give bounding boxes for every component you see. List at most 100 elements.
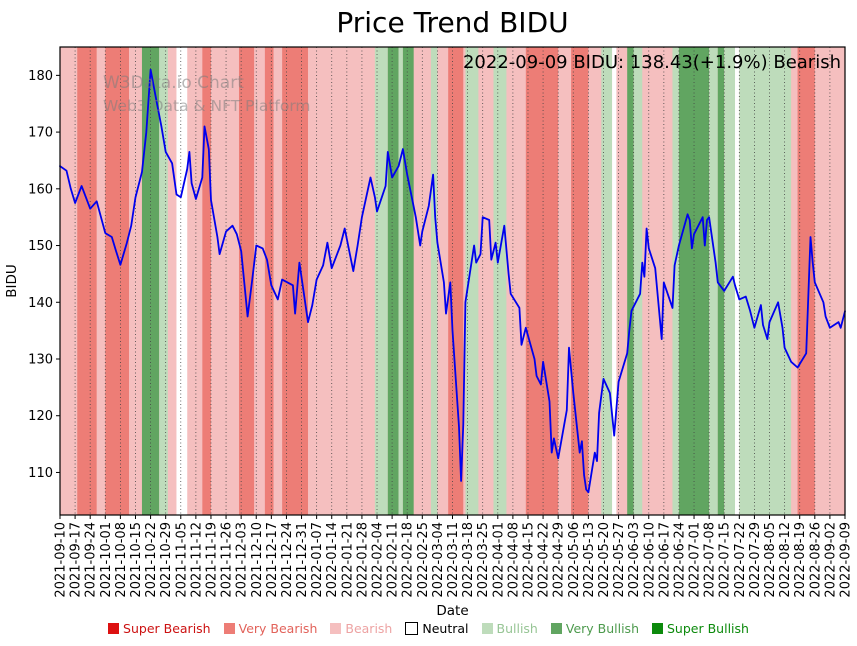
legend-swatch-icon: [330, 623, 342, 634]
band-very-bearish: [525, 47, 559, 515]
legend-item-neutral: Neutral: [405, 621, 469, 636]
x-tick-label: 2022-07-15: [718, 522, 733, 598]
band-bullish: [672, 47, 679, 515]
annotation-label: 2022-09-09 BIDU: 138.43(+1.9%) Bearish: [462, 52, 841, 73]
legend-item-bearish: Bearish: [330, 621, 392, 636]
x-tick-label: 2022-02-25: [416, 522, 431, 598]
x-tick-label: 2022-08-05: [763, 522, 778, 598]
x-tick-label: 2022-02-11: [386, 522, 401, 598]
x-tick-label: 2021-12-03: [235, 522, 250, 598]
legend-label: Very Bearish: [238, 621, 318, 636]
band-bullish: [398, 47, 403, 515]
x-tick-label: 2022-05-27: [612, 522, 627, 598]
band-very-bearish: [202, 47, 211, 515]
x-tick-label: 2022-01-07: [310, 522, 325, 598]
band-neutral: [176, 47, 188, 515]
x-tick-label: 2021-11-12: [189, 522, 204, 598]
band-very-bearish: [105, 47, 130, 515]
band-very-bullish: [402, 47, 414, 515]
y-tick-label: 130: [28, 353, 53, 368]
band-bullish: [739, 47, 792, 515]
x-tick-label: 2022-06-17: [657, 522, 672, 598]
legend-label: Bearish: [345, 621, 393, 636]
x-tick-label: 2022-03-04: [431, 522, 446, 598]
legend-item-super-bullish: Super Bullish: [652, 621, 749, 636]
legend-label: Super Bullish: [667, 621, 749, 636]
band-very-bullish: [627, 47, 634, 515]
chart-title: Price Trend BIDU: [336, 6, 569, 39]
band-bullish: [465, 47, 479, 515]
legend: Super Bearish Very Bearish Bearish Neutral B…: [0, 621, 857, 636]
legend-label: Bullish: [496, 621, 538, 636]
band-bullish: [633, 47, 643, 515]
x-axis-label: Date: [436, 603, 468, 619]
x-tick-label: 2022-03-11: [446, 522, 461, 598]
x-tick-label: 2021-10-08: [114, 522, 129, 598]
x-tick-label: 2021-09-10: [54, 522, 69, 598]
x-tick-label: 2021-10-15: [129, 522, 144, 598]
legend-item-very-bullish: Very Bullish: [550, 621, 639, 636]
x-tick-label: 2021-10-01: [99, 522, 114, 598]
band-very-bullish: [717, 47, 725, 515]
y-tick-label: 180: [28, 69, 53, 84]
x-tick-label: 2022-05-13: [582, 522, 597, 598]
band-neutral: [735, 47, 740, 515]
x-tick-label: 2022-05-20: [597, 522, 612, 598]
band-very-bearish: [77, 47, 97, 515]
x-tick-label: 2022-04-15: [521, 522, 536, 598]
x-tick-label: 2022-03-25: [476, 522, 491, 598]
watermark-line1: W3Data.io Chart: [103, 73, 244, 93]
x-tick-label: 2022-05-06: [567, 522, 582, 598]
x-tick-label: 2021-12-24: [280, 522, 295, 598]
legend-item-bullish: Bullish: [481, 621, 538, 636]
x-tick-label: 2022-08-19: [793, 522, 808, 598]
price-line: [59, 68, 846, 494]
x-tick-label: 2022-02-18: [401, 522, 416, 598]
x-tick-label: 2021-09-17: [69, 522, 84, 598]
legend-item-super-bearish: Super Bearish: [108, 621, 211, 636]
y-tick-label: 140: [28, 296, 53, 311]
band-very-bearish: [448, 47, 464, 515]
x-tick-label: 2022-07-22: [733, 522, 748, 598]
x-tick-label: 2022-07-29: [748, 522, 763, 598]
band-very-bearish: [238, 47, 255, 515]
legend-swatch-icon: [550, 623, 562, 634]
band-neutral: [612, 47, 617, 515]
band-bullish: [601, 47, 613, 515]
legend-swatch-icon: [223, 623, 235, 634]
y-tick-label: 110: [28, 466, 53, 481]
x-tick-label: 2021-11-26: [220, 522, 235, 598]
band-very-bullish: [141, 47, 160, 515]
x-tick-label: 2022-08-26: [808, 522, 823, 598]
x-tick-label: 2022-08-12: [778, 522, 793, 598]
legend-label: Very Bullish: [565, 621, 639, 636]
x-tick-label: 2022-01-14: [325, 522, 340, 598]
legend-swatch-icon: [481, 623, 493, 634]
x-tick-label: 2022-01-21: [340, 522, 355, 598]
x-tick-label: 2022-07-08: [703, 522, 718, 598]
band-bullish: [159, 47, 168, 515]
x-tick-label: 2021-11-05: [174, 522, 189, 598]
x-tick-label: 2022-07-01: [688, 522, 703, 598]
x-tick-label: 2021-09-24: [84, 522, 99, 598]
x-tick-label: 2022-04-29: [552, 522, 567, 598]
legend-swatch-icon: [108, 623, 120, 634]
x-tick-label: 2022-04-22: [537, 522, 552, 598]
x-tick-label: 2022-06-03: [627, 522, 642, 598]
y-tick-label: 150: [28, 239, 53, 254]
y-tick-label: 120: [28, 409, 53, 424]
x-tick-label: 2022-06-10: [642, 522, 657, 598]
x-tick-label: 2022-09-02: [823, 522, 838, 598]
watermark-line2: Web3 Data & NFT Platform: [103, 96, 311, 115]
band-very-bearish: [797, 47, 815, 515]
x-tick-label: 2021-12-17: [265, 522, 280, 598]
band-very-bearish: [571, 47, 589, 515]
band-bullish: [493, 47, 507, 515]
x-tick-label: 2022-04-01: [491, 522, 506, 598]
legend-item-very-bearish: Very Bearish: [223, 621, 318, 636]
band-very-bullish: [387, 47, 399, 515]
legend-label: Neutral: [422, 621, 469, 636]
x-tick-label: 2021-12-10: [250, 522, 265, 598]
